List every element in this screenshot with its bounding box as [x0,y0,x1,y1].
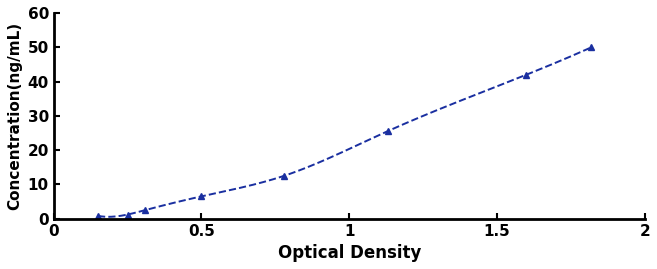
Y-axis label: Concentration(ng/mL): Concentration(ng/mL) [7,22,22,210]
X-axis label: Optical Density: Optical Density [277,244,421,262]
